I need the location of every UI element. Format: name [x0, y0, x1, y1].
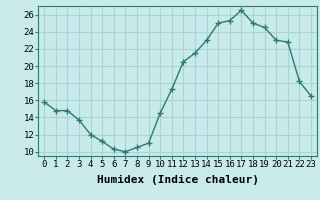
X-axis label: Humidex (Indice chaleur): Humidex (Indice chaleur)	[97, 175, 259, 185]
